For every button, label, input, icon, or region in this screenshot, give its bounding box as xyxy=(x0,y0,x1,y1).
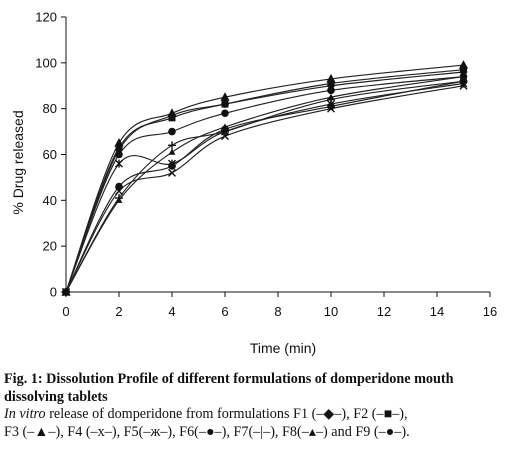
x-tick-label: 14 xyxy=(430,304,444,319)
data-point-f4-2 xyxy=(168,168,176,177)
x-tick-label: 2 xyxy=(115,304,122,319)
caption-title: Fig. 1: Dissolution Profile of different… xyxy=(4,371,454,405)
data-point-f8-4 xyxy=(327,93,335,100)
series-line-f7 xyxy=(65,80,464,293)
y-tick-label: 60 xyxy=(43,147,57,162)
series-line-f4 xyxy=(65,85,464,293)
data-point-f8-1 xyxy=(115,196,123,203)
data-point-f2-2 xyxy=(168,114,176,122)
series-line-f1 xyxy=(65,71,464,293)
data-point-f3-2 xyxy=(167,108,177,117)
data-point-f2-4 xyxy=(327,79,335,87)
y-tick-label: 80 xyxy=(43,101,57,116)
y-tick-label: 0 xyxy=(50,285,57,300)
data-point-f2-1 xyxy=(115,144,123,152)
data-point-f5-1 xyxy=(115,159,123,168)
series-line-f5 xyxy=(65,82,464,293)
data-point-f6-2 xyxy=(168,127,176,136)
y-axis-title: % Drug released xyxy=(10,110,26,214)
data-point-f2-5 xyxy=(460,66,467,74)
data-point-f9-1 xyxy=(115,182,123,191)
y-tick-label: 40 xyxy=(43,193,57,208)
caption-italic: In vitro xyxy=(4,406,46,422)
series-line-f8 xyxy=(65,76,464,293)
data-point-f3-5 xyxy=(458,60,469,69)
series-line-f2 xyxy=(65,69,464,293)
caption-line-2: F3 (–▲–), F4 (–x–), F5(–ж–), F6(–●–), F7… xyxy=(4,423,410,440)
series-line-f6 xyxy=(65,76,464,293)
data-point-f9-0 xyxy=(62,288,70,296)
data-point-f6-4 xyxy=(327,86,335,95)
x-tick-label: 0 xyxy=(62,304,69,319)
data-point-f6-1 xyxy=(115,150,123,159)
data-point-f6-3 xyxy=(221,109,229,118)
data-point-f7-2 xyxy=(168,141,176,150)
data-point-f3-1 xyxy=(114,138,124,147)
dissolution-chart: 0 20 40 60 80 100 120 0 2 4 6 8 10 12 14 16 Time (min) % … xyxy=(10,10,497,357)
x-tick-label: 16 xyxy=(483,304,497,319)
caption-line-1: release of domperidone from formulations… xyxy=(45,406,408,422)
y-tick-label: 120 xyxy=(35,10,57,25)
series-line-f3 xyxy=(65,64,464,293)
x-tick-label: 8 xyxy=(274,304,281,319)
x-axis-title: Time (min) xyxy=(250,340,316,356)
figure-caption: Fig. 1: Dissolution Profile of different… xyxy=(4,371,516,441)
data-point-f9-3 xyxy=(221,125,229,134)
series-line-f9 xyxy=(65,80,464,293)
y-tick-label: 100 xyxy=(35,55,57,70)
data-point-f8-2 xyxy=(168,148,176,155)
data-point-f9-2 xyxy=(168,162,176,170)
data-point-f3-3 xyxy=(220,92,230,101)
caption-body: In vitro release of domperidone from for… xyxy=(4,406,516,424)
data-point-f9-4 xyxy=(327,102,335,111)
data-point-f9-5 xyxy=(459,77,468,85)
y-tick-label: 20 xyxy=(43,239,57,254)
x-tick-label: 10 xyxy=(324,304,338,319)
data-point-f2-3 xyxy=(221,100,229,108)
x-tick-label: 6 xyxy=(221,304,228,319)
data-point-f3-4 xyxy=(326,73,336,83)
x-tick-label: 4 xyxy=(168,304,175,319)
x-tick-label: 12 xyxy=(377,304,391,319)
data-point-f8-5 xyxy=(460,72,467,80)
